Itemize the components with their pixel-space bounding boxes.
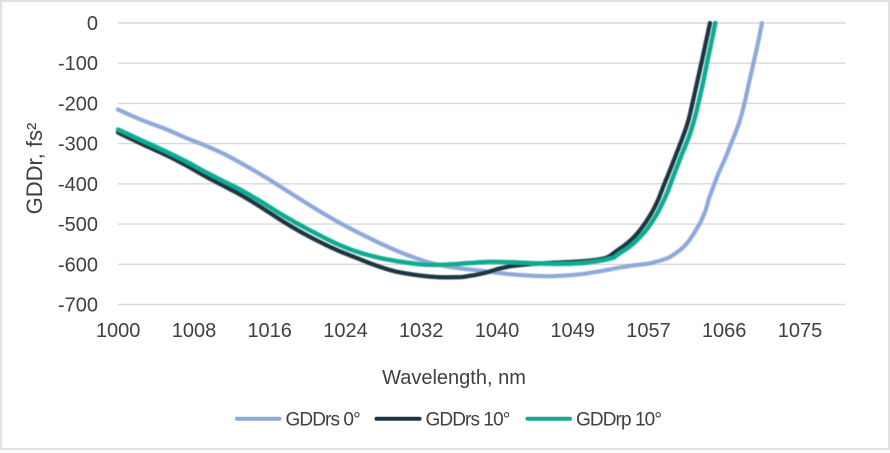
svg-text:-700: -700 [58,295,98,317]
svg-text:-200: -200 [58,93,98,115]
svg-text:-600: -600 [58,254,98,276]
svg-text:1032: 1032 [399,320,444,342]
svg-text:1049: 1049 [550,320,595,342]
svg-text:-300: -300 [58,134,98,156]
svg-text:GDDrs 10°: GDDrs 10° [426,410,510,431]
svg-text:1040: 1040 [475,320,520,342]
svg-text:1066: 1066 [702,320,747,342]
svg-text:1075: 1075 [778,320,823,342]
svg-text:-400: -400 [58,174,98,196]
svg-text:-500: -500 [58,214,98,236]
svg-text:GDDr, fs²: GDDr, fs² [22,123,47,215]
svg-text:1008: 1008 [172,320,217,342]
svg-text:1000: 1000 [96,320,141,342]
svg-text:0: 0 [87,13,98,35]
svg-text:1057: 1057 [626,320,671,342]
svg-text:-100: -100 [58,53,98,75]
svg-text:GDDrp 10°: GDDrp 10° [576,410,661,431]
svg-text:GDDrs 0°: GDDrs 0° [286,410,361,431]
svg-text:1024: 1024 [323,320,368,342]
svg-text:1016: 1016 [247,320,292,342]
svg-text:Wavelength, nm: Wavelength, nm [382,367,526,389]
